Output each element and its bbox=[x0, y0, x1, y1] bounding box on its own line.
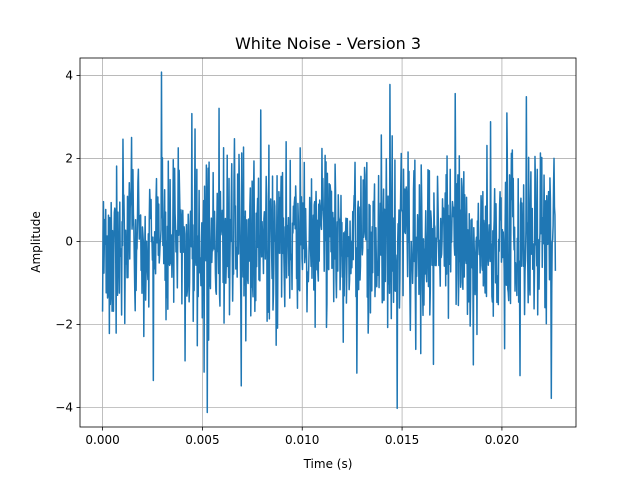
y-axis-label: Amplitude bbox=[29, 211, 43, 273]
y-tick-label: 4 bbox=[65, 68, 73, 82]
x-axis-label: Time (s) bbox=[303, 457, 353, 471]
series-line bbox=[101, 71, 557, 414]
y-tick-label: −4 bbox=[55, 400, 73, 414]
x-tick-label: 0.005 bbox=[185, 433, 219, 447]
x-tick-label: 0.000 bbox=[85, 433, 119, 447]
x-tick-label: 0.010 bbox=[285, 433, 319, 447]
axes-frame bbox=[79, 57, 577, 428]
y-tick-label: 0 bbox=[65, 234, 73, 248]
y-tick-label: −2 bbox=[55, 317, 73, 331]
y-tick-label: 2 bbox=[65, 151, 73, 165]
x-axis: 0.000 0.005 0.010 0.015 0.020 bbox=[85, 427, 519, 447]
chart-title: White Noise - Version 3 bbox=[235, 34, 421, 53]
plot-area bbox=[101, 71, 557, 414]
y-axis: −4 −2 0 2 4 bbox=[55, 68, 80, 414]
x-tick-label: 0.020 bbox=[485, 433, 519, 447]
x-tick-label: 0.015 bbox=[385, 433, 419, 447]
